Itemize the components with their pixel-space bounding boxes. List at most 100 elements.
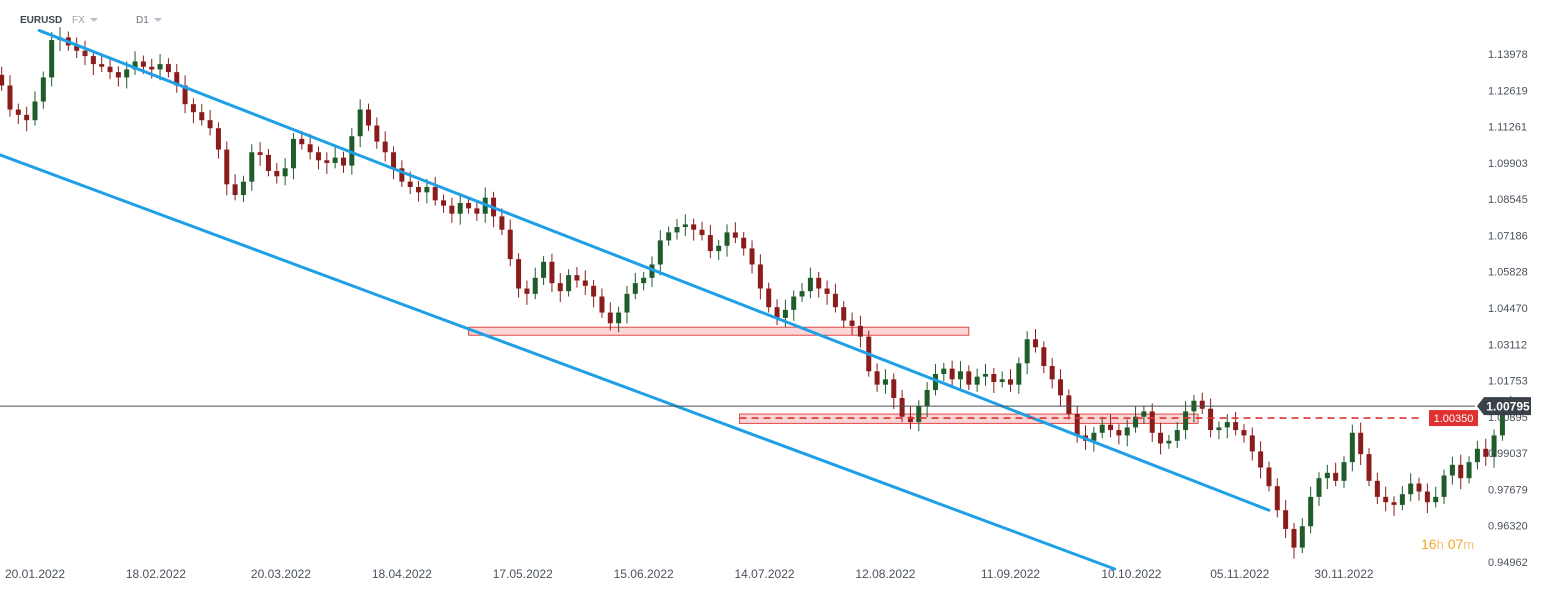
x-tick-label: 30.11.2022 <box>1314 567 1373 581</box>
candle-body <box>716 245 722 252</box>
countdown-hours-unit: h <box>1436 537 1444 552</box>
candle-body <box>1024 339 1030 364</box>
candle-body <box>566 275 572 292</box>
candle-body <box>574 275 580 281</box>
candle-body <box>1091 432 1097 441</box>
candle-body <box>332 157 338 163</box>
candle-body <box>507 229 513 260</box>
timeframe-selector[interactable]: D1 <box>136 15 162 26</box>
candle-body <box>1133 416 1139 428</box>
candle-body <box>774 307 780 318</box>
candle-body <box>1283 510 1289 529</box>
candle-body <box>807 277 813 292</box>
y-tick-label: 1.05828 <box>1488 267 1528 279</box>
y-tick-label: 1.01753 <box>1488 376 1528 388</box>
candle-body <box>1016 363 1022 385</box>
candle-body <box>1416 483 1422 492</box>
candle-body <box>832 293 838 308</box>
candle-body <box>149 66 155 70</box>
candle-body <box>591 285 597 297</box>
candle-body <box>891 379 897 399</box>
candle-body <box>1216 427 1222 431</box>
candle-body <box>1466 462 1472 479</box>
candle-body <box>541 261 547 278</box>
candle-body <box>382 141 388 153</box>
candle-body <box>991 373 997 382</box>
candle-body <box>282 168 288 177</box>
candle-body <box>32 101 38 121</box>
candle-body <box>441 200 447 206</box>
candle-body <box>1499 411 1505 436</box>
candle-body <box>74 45 80 51</box>
candle-body <box>1049 365 1055 380</box>
channel-lines <box>0 28 1271 571</box>
candle-body <box>432 186 438 201</box>
candle-body <box>1249 435 1255 452</box>
candle-body <box>99 64 105 67</box>
candle-body <box>857 325 863 337</box>
candle-body <box>949 368 955 380</box>
candle-body <box>799 291 805 297</box>
price-tags: 1.00350 1.00795 <box>1429 397 1531 427</box>
candle-body <box>1208 408 1214 431</box>
candle-body <box>1383 496 1389 503</box>
candle-body <box>357 109 363 137</box>
x-tick-label: 05.11.2022 <box>1210 567 1269 581</box>
candle-body <box>324 160 330 163</box>
x-tick-label: 12.08.2022 <box>855 567 915 581</box>
candle-body <box>399 168 405 182</box>
candle-body <box>549 261 555 284</box>
candle-body <box>607 312 613 324</box>
candle-body <box>1266 467 1272 487</box>
y-tick-label: 0.94962 <box>1488 557 1528 569</box>
candle-body <box>699 229 705 236</box>
candle-body <box>416 186 422 193</box>
candle-body <box>1199 400 1205 409</box>
candle-body <box>1483 448 1489 457</box>
candle-body <box>782 309 788 318</box>
candle-body <box>499 216 505 230</box>
candles <box>0 27 1514 559</box>
y-tick-label: 1.12619 <box>1488 85 1528 97</box>
candle-body <box>1233 422 1239 431</box>
candle-body <box>1441 475 1447 497</box>
x-tick-label: 15.06.2022 <box>614 567 674 581</box>
candle-body <box>449 205 455 214</box>
candle-body <box>999 379 1005 382</box>
candle-body <box>290 138 296 169</box>
candle-body <box>1399 494 1405 505</box>
candle-body <box>240 181 246 195</box>
symbol-label[interactable]: EURUSD <box>20 15 63 26</box>
countdown-hours: 16 <box>1421 536 1437 552</box>
candle-body <box>1116 430 1122 436</box>
channel-trendline <box>0 153 1117 571</box>
candle-body <box>1474 448 1480 463</box>
candle-body <box>232 184 238 195</box>
candle-body <box>732 232 738 238</box>
candle-body <box>1291 528 1297 548</box>
candle-body <box>841 307 847 321</box>
candle-body <box>1183 411 1189 431</box>
candle-body <box>1366 454 1372 481</box>
candle-body <box>174 72 180 86</box>
candle-body <box>1058 379 1064 396</box>
candle-body <box>40 77 46 102</box>
current-price-tag-label: 1.00795 <box>1486 400 1530 414</box>
candle-body <box>932 373 938 391</box>
candle-body <box>874 371 880 385</box>
candle-body <box>1258 451 1264 468</box>
candle-body <box>1241 430 1247 436</box>
candle-body <box>299 138 305 145</box>
x-tick-label: 14.07.2022 <box>735 567 795 581</box>
candle-body <box>1074 414 1080 436</box>
y-tick-label: 1.03112 <box>1488 339 1527 351</box>
candle-body <box>132 61 138 70</box>
candle-body <box>1458 464 1464 479</box>
current-price-tag <box>1477 397 1531 416</box>
candle-body <box>1007 379 1013 385</box>
candle-body <box>624 293 630 313</box>
market-selector[interactable]: FX <box>72 15 98 26</box>
candle-body <box>757 264 763 289</box>
candle-body <box>657 240 663 265</box>
